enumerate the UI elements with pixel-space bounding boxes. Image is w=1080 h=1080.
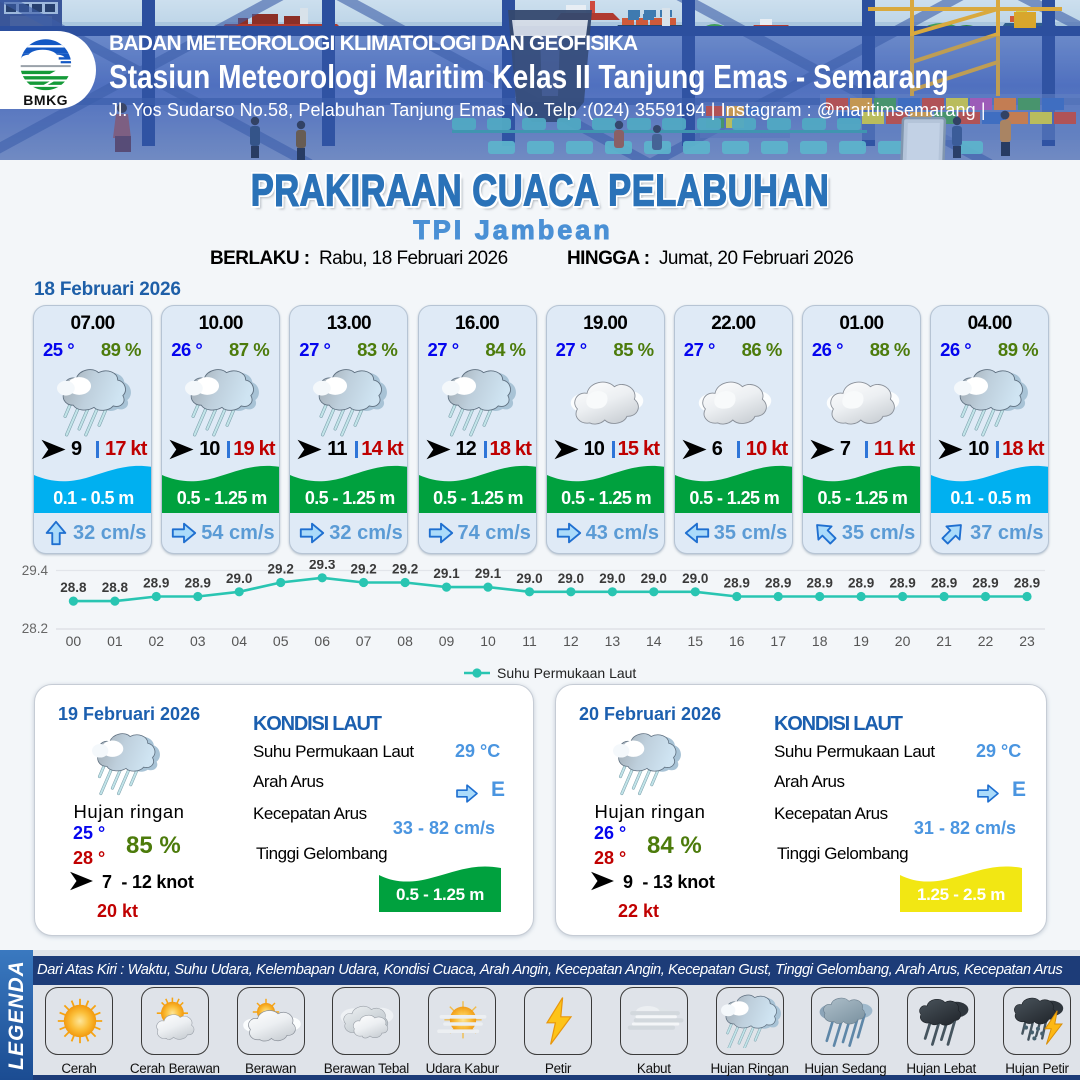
svg-text:29.2: 29.2 [268, 562, 294, 577]
svg-text:03: 03 [190, 633, 206, 649]
svg-text:28.9: 28.9 [848, 576, 874, 591]
svg-text:04: 04 [231, 633, 247, 649]
svg-text:29.4: 29.4 [22, 563, 49, 578]
svg-text:28.8: 28.8 [60, 580, 87, 595]
svg-text:28.9: 28.9 [889, 576, 915, 591]
svg-text:29.1: 29.1 [433, 566, 460, 581]
svg-text:29.0: 29.0 [226, 571, 252, 586]
svg-text:09: 09 [439, 633, 455, 649]
svg-text:29.0: 29.0 [682, 571, 708, 586]
svg-text:11: 11 [522, 633, 537, 649]
svg-text:28.8: 28.8 [102, 580, 129, 595]
svg-text:23: 23 [1019, 633, 1035, 649]
svg-text:29.0: 29.0 [558, 571, 584, 586]
svg-text:29.3: 29.3 [309, 560, 336, 572]
svg-text:29.0: 29.0 [641, 571, 667, 586]
svg-text:28.9: 28.9 [185, 576, 211, 591]
svg-text:28.9: 28.9 [1014, 576, 1040, 591]
svg-text:29.2: 29.2 [350, 562, 376, 577]
svg-text:18: 18 [812, 633, 828, 649]
svg-text:29.0: 29.0 [516, 571, 542, 586]
svg-text:10: 10 [480, 633, 496, 649]
svg-text:01: 01 [107, 633, 123, 649]
svg-text:BMKG: BMKG [23, 92, 68, 108]
svg-text:28.9: 28.9 [143, 576, 169, 591]
svg-text:29.2: 29.2 [392, 562, 418, 577]
svg-text:28.9: 28.9 [931, 576, 957, 591]
svg-text:00: 00 [66, 633, 82, 649]
svg-text:22: 22 [978, 633, 994, 649]
svg-text:15: 15 [688, 633, 704, 649]
svg-text:05: 05 [273, 633, 289, 649]
svg-text:08: 08 [397, 633, 413, 649]
svg-text:21: 21 [936, 633, 952, 649]
svg-text:07: 07 [356, 633, 372, 649]
svg-text:28.9: 28.9 [972, 576, 998, 591]
svg-text:29.1: 29.1 [475, 566, 502, 581]
svg-text:19: 19 [853, 633, 869, 649]
svg-text:Suhu Permukaan Laut: Suhu Permukaan Laut [497, 665, 636, 681]
svg-text:12: 12 [563, 633, 579, 649]
svg-text:02: 02 [149, 633, 165, 649]
svg-text:13: 13 [605, 633, 621, 649]
svg-text:14: 14 [646, 633, 662, 649]
svg-text:28.2: 28.2 [22, 621, 48, 636]
svg-text:16: 16 [729, 633, 745, 649]
svg-text:28.9: 28.9 [807, 576, 833, 591]
svg-text:20: 20 [895, 633, 911, 649]
svg-text:06: 06 [314, 633, 330, 649]
svg-text:29.0: 29.0 [599, 571, 625, 586]
svg-text:17: 17 [770, 633, 786, 649]
svg-text:28.9: 28.9 [724, 576, 750, 591]
svg-text:28.9: 28.9 [765, 576, 791, 591]
